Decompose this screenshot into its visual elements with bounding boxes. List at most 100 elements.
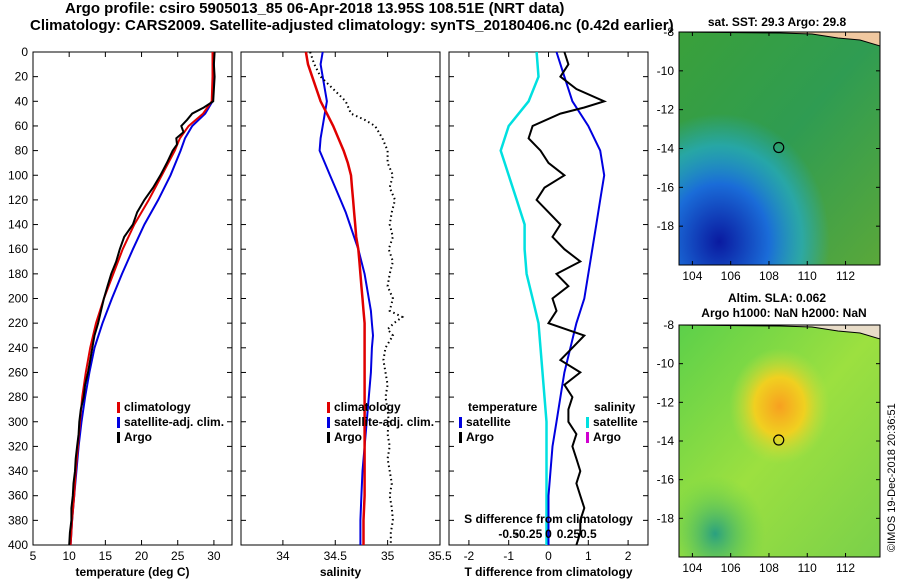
sst-map-xtick-label: 104 bbox=[682, 269, 702, 283]
sst-map-ytick-label: -16 bbox=[657, 180, 675, 194]
diff-s-argo-legend-label: Argo bbox=[593, 430, 621, 444]
depth-tick-label: 220 bbox=[8, 316, 28, 330]
sla-map-ytick-label: -12 bbox=[657, 395, 675, 409]
s-diff-tick-label: -0.25 bbox=[515, 527, 543, 541]
depth-tick-label: 180 bbox=[8, 267, 28, 281]
temp-xtick-label: 5 bbox=[30, 549, 37, 563]
diff-legend-salinity-title: salinity bbox=[594, 400, 636, 414]
s-diff-tick-label: 0 bbox=[545, 527, 552, 541]
sla-map-ytick-label: -18 bbox=[657, 511, 675, 525]
sal-xtick-label: 35.5 bbox=[428, 549, 452, 563]
sla-map-ytick-label: -16 bbox=[657, 473, 675, 487]
sst-map-argo-marker bbox=[773, 141, 785, 154]
diff-t-argo-line bbox=[527, 51, 608, 546]
depth-tick-label: 360 bbox=[8, 489, 28, 503]
sst-map-ytick-label: -14 bbox=[657, 142, 675, 156]
diff-xtick-label: -2 bbox=[464, 549, 475, 563]
sst-map-xtick-label: 106 bbox=[721, 269, 741, 283]
sst-map-ytick-label: -10 bbox=[657, 64, 675, 78]
diff-t-argo-legend-label: Argo bbox=[466, 430, 494, 444]
temp-climatology-legend-label: climatology bbox=[124, 400, 191, 414]
sal-climatology-legend-label: climatology bbox=[334, 400, 401, 414]
sal-satellite-legend-label: satellite-adj. clim. bbox=[334, 415, 434, 429]
diff-t-satellite-legend-label: satellite bbox=[466, 415, 511, 429]
depth-tick-label: 160 bbox=[8, 242, 28, 256]
temp-xtick-label: 10 bbox=[63, 549, 77, 563]
title-line-1: Argo profile: csiro 5905013_85 06-Apr-20… bbox=[65, 0, 565, 17]
temp-xtick-label: 15 bbox=[99, 549, 113, 563]
sal-argo-legend-label: Argo bbox=[334, 430, 362, 444]
diff-frame bbox=[448, 51, 649, 546]
sst-map-xtick-label: 108 bbox=[759, 269, 779, 283]
sla-map-xtick-label: 104 bbox=[682, 561, 702, 575]
sst-map-ytick-label: -12 bbox=[657, 103, 675, 117]
s-diff-tick-label: 0.5 bbox=[580, 527, 597, 541]
sal-xtick-label: 35 bbox=[381, 549, 395, 563]
depth-tick-label: 140 bbox=[8, 218, 28, 232]
sal-satellite-legend-swatch bbox=[327, 417, 330, 428]
s-diff-axis-title: S difference from climatology bbox=[464, 512, 633, 526]
diff-xtick-label: 0 bbox=[545, 549, 552, 563]
sla-map-argo-marker bbox=[773, 434, 785, 446]
sla-map-field-overlay bbox=[679, 325, 880, 557]
s-diff-tick-label: -0.5 bbox=[498, 527, 519, 541]
sla-map-title-1: Altim. SLA: 0.062 bbox=[728, 291, 826, 305]
temp-climatology-legend-swatch bbox=[117, 402, 120, 413]
temp-argo-line bbox=[68, 51, 216, 546]
depth-tick-label: 340 bbox=[8, 464, 28, 478]
temp-satellite-line bbox=[69, 52, 215, 546]
depth-tick-label: 300 bbox=[8, 415, 28, 429]
temp-argo-legend-swatch bbox=[117, 432, 120, 443]
diff-s-satellite-line bbox=[499, 51, 548, 545]
sal-argo-legend-swatch bbox=[327, 432, 330, 443]
diff-xtick-label: 2 bbox=[625, 549, 632, 563]
diff-xtick-label: -1 bbox=[503, 549, 514, 563]
diff-s-argo-legend-swatch bbox=[586, 432, 589, 443]
diff-s-satellite-legend-label: satellite bbox=[593, 415, 638, 429]
temp-xlabel: temperature (deg C) bbox=[75, 565, 189, 579]
sst-map-ytick-label: -8 bbox=[663, 25, 674, 39]
sal-climatology-legend-swatch bbox=[327, 402, 330, 413]
temp-xtick-label: 25 bbox=[171, 549, 185, 563]
depth-tick-label: 380 bbox=[8, 513, 28, 527]
sla-map-xtick-label: 106 bbox=[721, 561, 741, 575]
sla-map-xtick-label: 112 bbox=[836, 561, 855, 575]
sal-argo-line bbox=[309, 51, 405, 545]
sal-climatology-line bbox=[304, 51, 366, 545]
sst-map-xtick-label: 112 bbox=[836, 269, 855, 283]
diff-xlabel: T difference from climatology bbox=[464, 565, 632, 579]
depth-tick-label: 120 bbox=[8, 193, 28, 207]
depth-tick-label: 0 bbox=[21, 45, 28, 59]
depth-tick-label: 100 bbox=[8, 168, 28, 182]
sla-map-ytick-label: -8 bbox=[663, 318, 674, 332]
sst-map-field-overlay bbox=[679, 32, 880, 265]
sst-map-ytick-label: -18 bbox=[657, 219, 675, 233]
depth-tick-label: 20 bbox=[15, 70, 29, 84]
s-diff-tick-label: 0.25 bbox=[557, 527, 581, 541]
timestamp: ©IMOS 19-Dec-2018 20:36:51 bbox=[886, 403, 898, 552]
sal-xtick-label: 34.5 bbox=[324, 549, 348, 563]
sal-xtick-label: 34 bbox=[276, 549, 290, 563]
sla-map-xtick-label: 108 bbox=[759, 561, 779, 575]
depth-tick-label: 320 bbox=[8, 439, 28, 453]
sla-map-ytick-label: -14 bbox=[657, 434, 675, 448]
depth-tick-label: 200 bbox=[8, 292, 28, 306]
diff-legend-temperature-title: temperature bbox=[468, 400, 538, 414]
sla-map-ytick-label: -10 bbox=[657, 357, 675, 371]
diff-t-argo-legend-swatch bbox=[459, 432, 462, 443]
diff-t-satellite-legend-swatch bbox=[459, 417, 462, 428]
depth-tick-label: 260 bbox=[8, 365, 28, 379]
depth-tick-label: 40 bbox=[15, 94, 29, 108]
depth-tick-label: 240 bbox=[8, 341, 28, 355]
temp-xtick-label: 30 bbox=[207, 549, 221, 563]
temp-satellite-legend-label: satellite-adj. clim. bbox=[124, 415, 224, 429]
title-line-2: Climatology: CARS2009. Satellite-adjuste… bbox=[30, 17, 674, 34]
temp-satellite-legend-swatch bbox=[117, 417, 120, 428]
depth-tick-label: 80 bbox=[15, 144, 29, 158]
diff-s-satellite-legend-swatch bbox=[586, 417, 589, 428]
depth-tick-label: 60 bbox=[15, 119, 29, 133]
sal-xlabel: salinity bbox=[320, 565, 362, 579]
sst-map-title: sat. SST: 29.3 Argo: 29.8 bbox=[708, 15, 847, 29]
